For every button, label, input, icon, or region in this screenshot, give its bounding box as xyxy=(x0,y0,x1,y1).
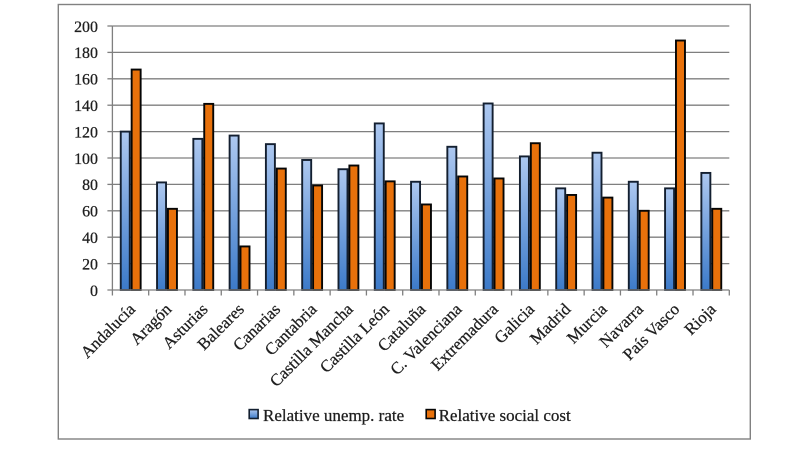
svg-text:160: 160 xyxy=(74,72,98,89)
svg-text:80: 80 xyxy=(82,177,98,194)
svg-text:Relative social cost: Relative social cost xyxy=(439,406,571,425)
svg-text:0: 0 xyxy=(90,283,98,300)
svg-text:60: 60 xyxy=(82,204,98,221)
svg-text:100: 100 xyxy=(74,151,98,168)
svg-text:20: 20 xyxy=(82,256,98,273)
svg-text:40: 40 xyxy=(82,230,98,247)
svg-text:180: 180 xyxy=(74,45,98,62)
svg-text:Relative unemp. rate: Relative unemp. rate xyxy=(263,406,404,425)
svg-text:120: 120 xyxy=(74,124,98,141)
svg-text:200: 200 xyxy=(74,19,98,36)
svg-text:140: 140 xyxy=(74,98,98,115)
